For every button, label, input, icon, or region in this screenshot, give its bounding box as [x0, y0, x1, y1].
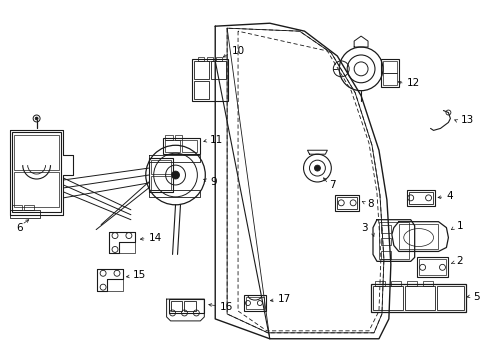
Text: 14: 14 — [148, 233, 162, 243]
Bar — [163, 138, 200, 154]
Text: 2: 2 — [455, 256, 462, 266]
Bar — [370, 284, 466, 312]
Text: 16: 16 — [220, 302, 233, 312]
Bar — [150, 176, 170, 190]
Bar — [422, 281, 432, 286]
Bar — [164, 135, 172, 140]
Bar — [14, 172, 60, 207]
Bar — [382, 73, 396, 85]
Text: 10: 10 — [232, 46, 244, 56]
Bar — [408, 192, 432, 204]
Bar — [436, 286, 463, 310]
Bar — [194, 81, 209, 99]
Text: 11: 11 — [210, 135, 223, 145]
Bar — [192, 59, 228, 100]
Bar — [170, 301, 182, 311]
Bar — [244, 295, 265, 311]
Bar — [12, 132, 61, 212]
Text: 8: 8 — [366, 199, 373, 209]
Text: 13: 13 — [459, 116, 472, 126]
Text: 1: 1 — [455, 221, 462, 231]
Bar — [378, 222, 408, 260]
Bar — [97, 269, 122, 291]
Text: 4: 4 — [446, 191, 452, 201]
Bar — [164, 140, 180, 152]
Bar — [406, 281, 416, 286]
Bar — [245, 297, 264, 309]
Bar — [168, 299, 204, 313]
Bar — [337, 197, 356, 209]
Bar — [380, 251, 390, 260]
Bar — [182, 140, 197, 152]
Text: 15: 15 — [133, 270, 146, 280]
Bar — [184, 301, 196, 311]
Bar — [416, 257, 447, 277]
Bar — [207, 57, 213, 61]
Bar — [374, 281, 384, 286]
Bar — [380, 225, 390, 233]
Bar — [404, 286, 434, 310]
Text: 7: 7 — [328, 180, 335, 190]
Bar — [335, 195, 358, 211]
Circle shape — [171, 171, 179, 179]
Bar — [382, 61, 396, 73]
Text: 5: 5 — [472, 292, 479, 302]
Text: 12: 12 — [406, 78, 419, 88]
Bar — [12, 205, 21, 210]
Bar — [406, 190, 434, 206]
Bar — [148, 158, 172, 192]
Bar — [194, 61, 209, 79]
Bar — [211, 61, 225, 79]
Bar — [380, 59, 398, 87]
Bar — [10, 210, 40, 218]
Bar — [372, 286, 402, 310]
Bar — [398, 224, 438, 249]
Text: 6: 6 — [16, 222, 22, 233]
Bar — [216, 57, 222, 61]
Bar — [150, 160, 170, 174]
Bar — [198, 57, 204, 61]
Text: 9: 9 — [210, 177, 217, 187]
Bar — [390, 281, 400, 286]
Circle shape — [314, 165, 320, 171]
Bar — [174, 135, 182, 140]
Bar — [24, 205, 34, 210]
Text: 17: 17 — [277, 294, 290, 304]
Text: 3: 3 — [360, 222, 367, 233]
Bar — [380, 238, 390, 246]
Bar — [14, 135, 60, 170]
Bar — [109, 231, 135, 253]
Bar — [418, 260, 446, 275]
Circle shape — [35, 117, 38, 120]
